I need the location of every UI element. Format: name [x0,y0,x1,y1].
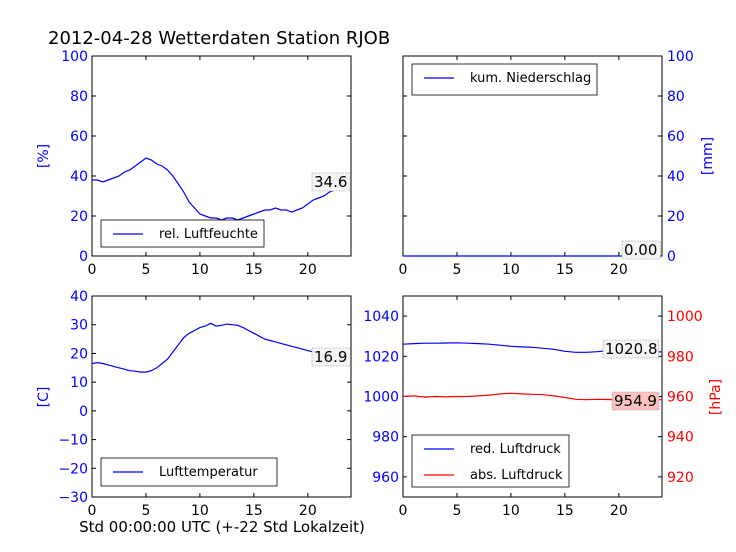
end-value-label-right-box [611,391,660,411]
x-tick-label: 20 [610,503,628,519]
x-tick-label: 15 [556,262,574,278]
x-tick-label: 20 [610,262,628,278]
x-tick-label: 0 [399,503,408,519]
x-tick-label: 20 [299,262,317,278]
x-tick-label: 5 [141,503,150,519]
end-value-label: 34.6 [314,173,347,191]
legend-box [411,63,598,96]
y-tick-label-right: 100 [667,49,694,65]
end-value-label-box [311,172,351,192]
y-tick-label-right: 920 [667,470,694,486]
y-tick-label: −20 [58,461,88,477]
figure-title: 2012-04-28 Wetterdaten Station RJOB [48,28,390,49]
y-tick-label-right: 80 [667,89,685,105]
x-tick-label: 15 [245,503,263,519]
y-tick-label: 20 [70,209,88,225]
y-tick-label: 1040 [363,309,399,325]
legend-box [411,434,570,488]
x-tick-label: 10 [502,262,520,278]
y-tick-label: 80 [70,89,88,105]
y-axis-label-right: [hPa] [708,379,724,415]
x-tick-label: 10 [191,503,209,519]
y-tick-label-right: 980 [667,349,694,365]
y-tick-label: 0 [79,249,88,265]
y-tick-label: 0 [79,404,88,420]
plot-frame [91,55,352,257]
chart-panel-2: 0 5 10 15 20 0 20 40 60 80 100 [mm] kum. Niederschla… [399,49,716,278]
y-axis-label: [mm] [700,137,716,175]
y-tick-label-right: 940 [667,430,694,446]
legend-entry: abs. Luftdruck [470,468,563,483]
y-axis-label: [C] [36,387,52,408]
y-tick-label: 20 [70,346,88,362]
y-tick-label: 60 [70,129,88,145]
y-tick-label-right: 20 [667,209,685,225]
y-axis-label: [%] [36,144,52,168]
x-tick-label: 5 [141,262,150,278]
end-value-label-box [311,347,351,367]
end-value-label: 0.00 [624,241,657,259]
end-value-label: 16.9 [314,348,347,366]
x-tick-label: 5 [452,262,461,278]
x-tick-label: 10 [502,503,520,519]
x-tick-label: 15 [556,503,574,519]
series-line [91,322,352,373]
end-value-label-right: 954.9 [614,392,657,410]
legend-entry: kum. Niederschlag [470,71,591,86]
x-tick-label: 5 [452,503,461,519]
y-tick-label: 10 [70,375,88,391]
x-tick-label: 20 [299,503,317,519]
y-tick-label-right: 0 [667,249,676,265]
y-tick-label: 1000 [363,390,399,406]
y-tick-label: 40 [70,289,88,305]
x-tick-label: 0 [88,262,97,278]
legend-entry: Lufttemperatur [159,465,258,480]
chart-panel-1: 0 5 10 15 20 0 20 40 60 80 100 [%] rel. Luftfeuchte 3… [36,49,352,278]
x-tick-label: 0 [88,503,97,519]
end-value-label-left: 1020.8 [605,340,658,358]
x-tick-label: 0 [399,262,408,278]
y-tick-label: 40 [70,169,88,185]
y-tick-label: −30 [58,490,88,506]
plot-frame [91,295,352,498]
y-tick-label-right: 1000 [667,309,703,325]
legend-entry: rel. Luftfeuchte [159,227,258,242]
y-tick-label-right: 960 [667,390,694,406]
end-value-label-left-box [602,339,659,359]
y-tick-label: 100 [61,49,88,65]
y-tick-label-right: 60 [667,129,685,145]
legend-entry: red. Luftdruck [470,442,561,457]
chart-panel-3: 0 5 10 15 20 −30 −20 −10 0 10 20 30 40 [C] Lufttempera… [36,289,352,519]
x-tick-label: 10 [191,262,209,278]
y-tick-label: −10 [58,433,88,449]
chart-panel-4: 0 5 10 15 20 960 980 1000 1020 1040 920 940 960 980 10… [363,295,724,519]
y-tick-label: 980 [372,430,399,446]
x-axis-label: Std 00:00:00 UTC (+-22 Std Lokalzeit) [79,518,365,536]
y-tick-label: 1020 [363,349,399,365]
y-tick-label-right: 40 [667,169,685,185]
y-tick-label: 30 [70,318,88,334]
end-value-label-box [621,240,661,260]
y-tick-label: 960 [372,470,399,486]
x-tick-label: 15 [245,262,263,278]
